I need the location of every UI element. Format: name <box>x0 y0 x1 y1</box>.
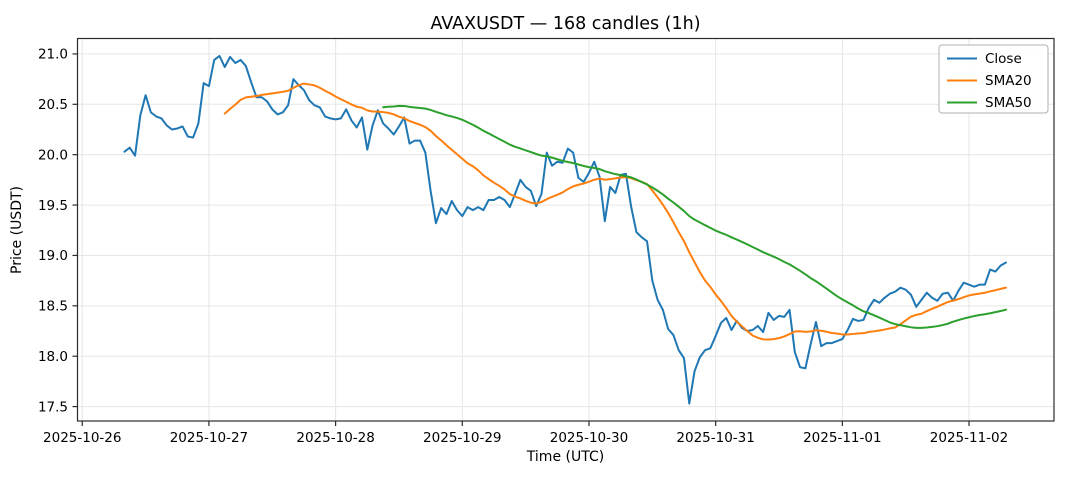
chart-title: AVAXUSDT — 168 candles (1h) <box>430 14 700 34</box>
gridlines <box>77 38 1054 421</box>
axes-spines <box>76 37 1055 422</box>
legend-sma20-label: SMA20 <box>985 73 1032 89</box>
plot-border <box>76 37 1055 422</box>
legend-box <box>938 44 1049 114</box>
legend-sma50-label: SMA50 <box>985 95 1032 111</box>
x-tick-label: 2025-10-27 <box>170 430 248 446</box>
close-line <box>123 54 1007 405</box>
y-tick-label: 18.0 <box>38 349 68 365</box>
y-tick-label: 19.5 <box>38 198 68 214</box>
x-tick-label: 2025-11-01 <box>803 430 881 446</box>
x-tick-label: 2025-10-29 <box>423 430 501 446</box>
legend-close-label: Close <box>985 51 1022 67</box>
x-tick-label: 2025-10-26 <box>43 430 121 446</box>
y-axis-label: Price (USDT) <box>9 186 25 274</box>
series-lines <box>123 54 1007 405</box>
sma20-line <box>223 82 1007 341</box>
y-tick-label: 19.0 <box>38 248 68 264</box>
legend: Close SMA20 SMA50 <box>938 44 1049 114</box>
sma50-line <box>382 104 1007 329</box>
tick-labels: 17.5 18.0 18.5 19.0 19.5 20.0 20.5 21.0 2025-10-… <box>38 47 1008 446</box>
y-tick-label: 21.0 <box>38 47 68 63</box>
y-tick-label: 18.5 <box>38 299 68 315</box>
x-tick-label: 2025-10-30 <box>550 430 628 446</box>
x-tick-label: 2025-11-02 <box>930 430 1008 446</box>
y-tick-label: 17.5 <box>38 399 68 415</box>
tick-marks <box>72 53 970 426</box>
plot-background <box>77 38 1054 421</box>
y-tick-label: 20.0 <box>38 147 68 163</box>
y-tick-label: 20.5 <box>38 97 68 113</box>
x-tick-label: 2025-10-28 <box>296 430 374 446</box>
x-tick-label: 2025-10-31 <box>676 430 754 446</box>
x-axis-label: Time (UTC) <box>526 449 604 465</box>
